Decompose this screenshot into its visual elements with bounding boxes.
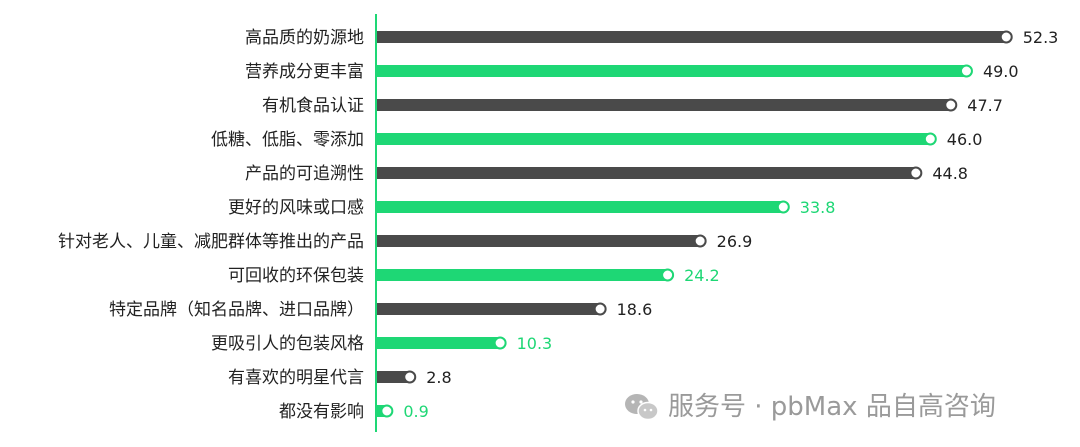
bar-end-marker [693,234,707,248]
value-label: 2.8 [426,368,451,387]
bar-end-marker [661,268,675,282]
category-label: 营养成分更丰富 [245,62,364,82]
category-label: 产品的可追溯性 [245,164,364,184]
wechat-icon [625,394,659,421]
bar [376,31,1007,43]
bar-end-marker [403,370,417,384]
bar [376,303,601,315]
bar-end-marker [999,30,1013,44]
bar [376,65,967,77]
category-label: 低糖、低脂、零添加 [211,130,364,150]
bar-end-marker [380,404,394,418]
bar-end-marker [493,336,507,350]
bar [376,371,410,383]
value-label: 33.8 [800,198,836,217]
bar [376,133,931,145]
watermark-text: 服务号 · pbMax 品自高咨询 [668,392,996,422]
category-label: 针对老人、儿童、减肥群体等推出的产品 [58,232,364,252]
bars-layer: 高品质的奶源地 52.3 营养成分更丰富 49.0 有机食品认证 47.7 低糖、低脂、零添… [58,28,1058,422]
category-label: 有机食品认证 [262,96,364,116]
bar-end-marker [959,64,973,78]
value-label: 46.0 [947,130,983,149]
bar [376,337,501,349]
value-label: 18.6 [617,300,653,319]
bar [376,201,784,213]
value-label: 0.9 [403,402,428,421]
watermark: 服务号 · pbMax 品自高咨询 [625,392,996,422]
bar-end-marker [944,98,958,112]
bar-end-marker [909,166,923,180]
value-label: 52.3 [1023,28,1059,47]
category-label: 可回收的环保包装 [228,266,364,286]
category-label: 高品质的奶源地 [245,28,364,48]
bar-end-marker [923,132,937,146]
category-label: 更吸引人的包装风格 [211,334,364,354]
category-label: 更好的风味或口感 [228,198,364,218]
bar [376,269,668,281]
value-label: 44.8 [932,164,968,183]
value-label: 10.3 [517,334,553,353]
category-label: 特定品牌（知名品牌、进口品牌） [109,300,364,320]
value-label: 26.9 [717,232,753,251]
bar [376,99,951,111]
category-label: 有喜欢的明星代言 [228,368,364,388]
value-label: 47.7 [967,96,1003,115]
bar-end-marker [776,200,790,214]
bar [376,235,701,247]
bar [376,167,916,179]
value-label: 24.2 [684,266,720,285]
bar-end-marker [593,302,607,316]
value-label: 49.0 [983,62,1019,81]
category-label: 都没有影响 [279,402,364,422]
